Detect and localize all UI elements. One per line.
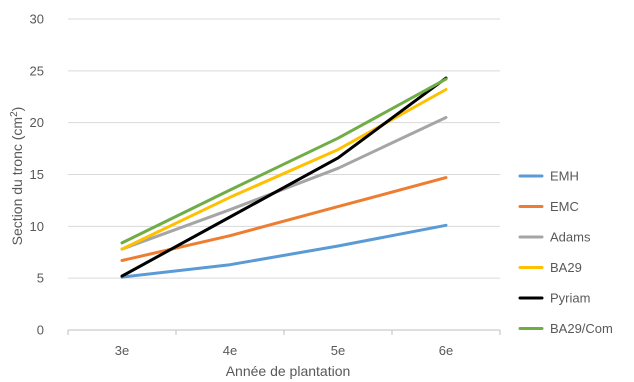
y-tick-label: 25 (30, 63, 44, 78)
legend-label: BA29/Com (550, 321, 613, 336)
y-tick-label: 15 (30, 167, 44, 182)
legend-item: EMH (518, 169, 579, 184)
y-axis-title: Section du tronc (cm2) (9, 107, 25, 246)
series-line (120, 76, 448, 278)
x-tick-label: 6e (439, 343, 453, 358)
legend-label: Pyriam (550, 291, 590, 306)
y-tick-label: 5 (37, 271, 44, 286)
series-lines (120, 76, 448, 279)
legend-label: EMH (550, 169, 579, 184)
legend-label: EMC (550, 199, 579, 214)
gridlines (68, 18, 500, 331)
legend-label: BA29 (550, 260, 582, 275)
x-axis-ticks: 3e 4e 5e 6e (67, 329, 501, 358)
y-tick-label: 30 (30, 12, 44, 27)
y-tick-label: 10 (30, 219, 44, 234)
y-axis-ticks: 0 5 10 15 20 25 30 (30, 12, 44, 338)
legend-item: BA29/Com (518, 321, 613, 336)
y-tick-label: 0 (37, 323, 44, 338)
x-tick-label: 4e (223, 343, 237, 358)
y-axis-title-main: Section du tronc (cm (9, 117, 25, 245)
legend: EMH EMC Adams BA29 Pyriam BA29/Com (518, 169, 613, 336)
series-line (120, 77, 448, 245)
x-axis-title: Année de plantation (226, 363, 351, 379)
legend-label: Adams (550, 230, 591, 245)
x-tick-label: 5e (331, 343, 345, 358)
x-tick-label: 3e (115, 343, 129, 358)
y-axis-title-end: ) (9, 107, 25, 112)
y-axis-title-superscript: 2 (9, 111, 20, 117)
legend-item: EMC (518, 199, 579, 214)
series-line (120, 116, 448, 251)
series-line (120, 223, 448, 279)
y-tick-label: 20 (30, 115, 44, 130)
legend-item: Adams (518, 230, 591, 245)
legend-item: BA29 (518, 260, 582, 275)
legend-item: Pyriam (518, 291, 590, 306)
